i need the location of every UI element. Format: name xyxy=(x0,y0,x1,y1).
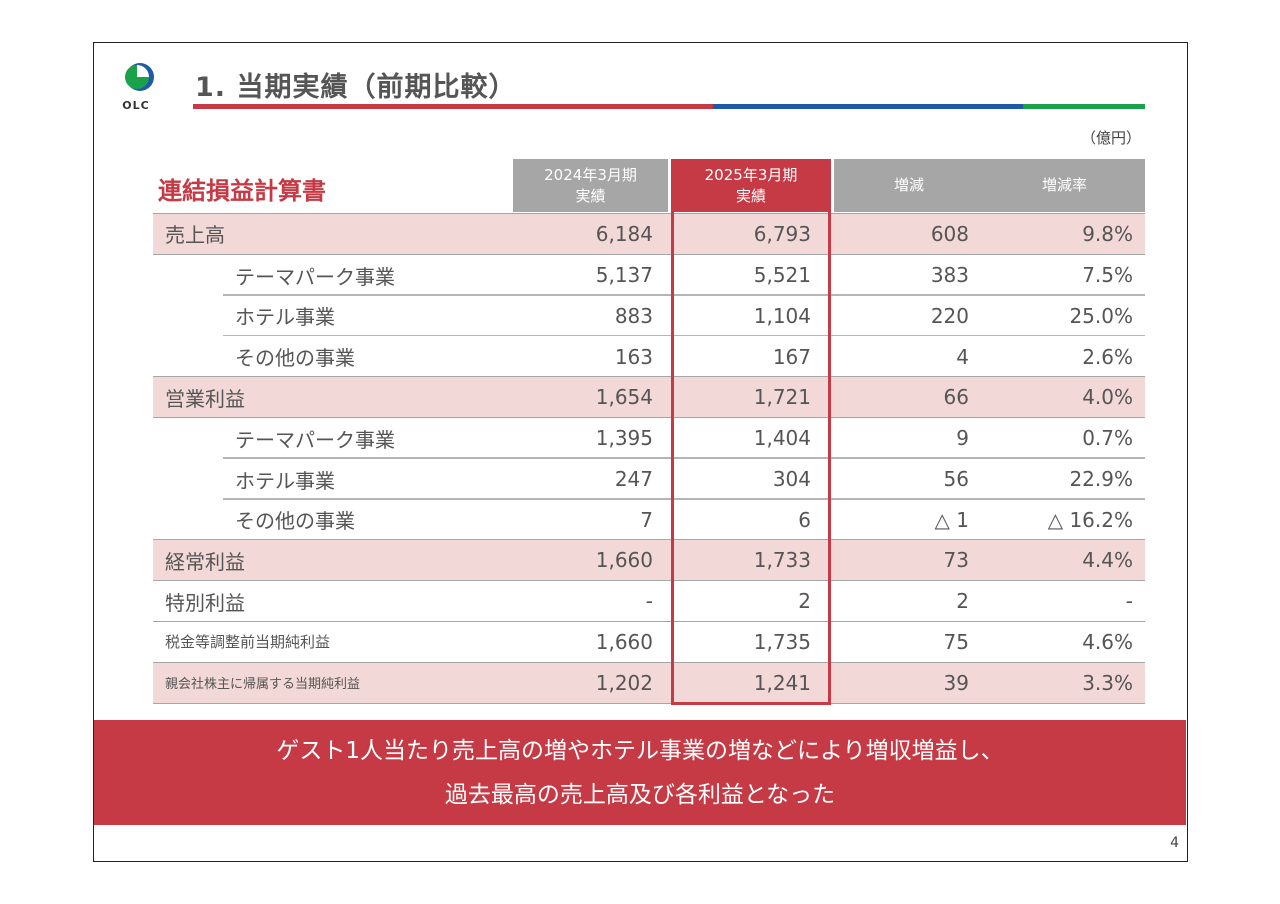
value-fy2024: 163 xyxy=(614,344,653,369)
table-row: テーマパーク事業 1,395 1,404 9 0.7% xyxy=(153,418,1145,459)
row-label: テーマパーク事業 xyxy=(235,427,395,452)
column-header-line1: 増減 xyxy=(893,176,924,194)
value-fy2025: 304 xyxy=(772,467,811,492)
row-label: ホテル事業 xyxy=(235,468,335,493)
table-row-operating-income: 営業利益 1,654 1,721 66 4.0% xyxy=(153,377,1145,418)
column-header-line1: 増減率 xyxy=(1041,176,1087,194)
table-row: ホテル事業 883 1,104 220 25.0% xyxy=(153,296,1145,337)
value-change: 2 xyxy=(956,589,969,614)
underline-green-segment xyxy=(1023,104,1145,109)
value-change: △ 1 xyxy=(934,507,969,532)
value-fy2024: 1,202 xyxy=(595,670,653,695)
row-label: その他の事業 xyxy=(235,346,355,371)
value-fy2025: 5,521 xyxy=(753,263,811,288)
value-change-rate: 2.6% xyxy=(1082,344,1133,369)
value-change: 383 xyxy=(930,263,969,288)
value-change: 4 xyxy=(956,344,969,369)
value-fy2025: 1,404 xyxy=(753,426,811,451)
value-fy2025: 1,721 xyxy=(753,385,811,410)
table-row: その他の事業 163 167 4 2.6% xyxy=(153,336,1145,377)
column-header-line2: 実績 xyxy=(735,186,766,205)
summary-line-2: 過去最高の売上高及び各利益となった xyxy=(444,782,836,808)
table-row-net-income-parent: 親会社株主に帰属する当期純利益 1,202 1,241 39 3.3% xyxy=(153,662,1145,704)
unit-label: （億円） xyxy=(1080,129,1141,147)
table-top-divider xyxy=(153,213,1145,215)
value-change-rate: △ 16.2% xyxy=(1047,507,1133,532)
value-fy2025: 1,733 xyxy=(753,548,811,573)
value-fy2025: 2 xyxy=(798,589,811,614)
column-header-line1: 2024年3月期 xyxy=(544,165,637,184)
value-fy2025: 1,104 xyxy=(753,303,811,328)
value-fy2025: 6,793 xyxy=(753,221,811,246)
table-row-pretax-income: 税金等調整前当期純利益 1,660 1,735 75 4.6% xyxy=(153,622,1145,663)
value-change: 56 xyxy=(943,467,969,492)
value-change-rate: 9.8% xyxy=(1082,221,1133,246)
value-change: 75 xyxy=(943,629,969,654)
value-fy2024: 1,395 xyxy=(595,426,653,451)
underline-blue-segment xyxy=(713,104,1023,109)
value-change-rate: 0.7% xyxy=(1082,426,1133,451)
value-fy2024: 6,184 xyxy=(595,221,653,246)
value-fy2025: 1,241 xyxy=(753,670,811,695)
olc-logo: OLC xyxy=(110,57,162,115)
table-row: テーマパーク事業 5,137 5,521 383 7.5% xyxy=(153,255,1145,296)
value-fy2024: - xyxy=(645,589,653,614)
value-fy2024: 5,137 xyxy=(595,263,653,288)
table-row: ホテル事業 247 304 56 22.9% xyxy=(153,459,1145,500)
row-label: 特別利益 xyxy=(165,590,245,615)
title-underline xyxy=(193,104,1145,109)
logo-text: OLC xyxy=(122,99,150,112)
value-fy2024: 7 xyxy=(640,507,653,532)
table-row: その他の事業 7 6 △ 1 △ 16.2% xyxy=(153,500,1145,541)
page-number: 4 xyxy=(1170,835,1179,851)
row-label: 親会社株主に帰属する当期純利益 xyxy=(165,677,361,693)
column-header-fy2025: 2025年3月期 実績 xyxy=(671,159,831,212)
column-header-fy2024: 2024年3月期 実績 xyxy=(513,159,668,212)
column-header-line2: 実績 xyxy=(575,186,606,205)
row-label: 税金等調整前当期純利益 xyxy=(165,633,331,652)
value-fy2024: 1,660 xyxy=(595,548,653,573)
column-header-change: 増減 xyxy=(834,159,984,212)
value-change-rate: 4.6% xyxy=(1082,629,1133,654)
value-change: 73 xyxy=(943,548,969,573)
income-statement-table: 売上高 6,184 6,793 608 9.8% テーマパーク事業 5,137 … xyxy=(153,214,1145,704)
column-header-line1: 2025年3月期 xyxy=(704,165,798,184)
value-fy2024: 1,660 xyxy=(595,629,653,654)
column-header-change-rate: 増減率 xyxy=(984,159,1145,212)
table-row-ordinary-income: 経常利益 1,660 1,733 73 4.4% xyxy=(153,540,1145,582)
value-change: 220 xyxy=(930,303,969,328)
summary-banner: ゲスト1人当たり売上高の増やホテル事業の増などにより増収増益し、 過去最高の売上… xyxy=(94,720,1186,825)
value-fy2024: 883 xyxy=(614,303,653,328)
table-row-extraordinary-income: 特別利益 - 2 2 - xyxy=(153,581,1145,622)
row-label: その他の事業 xyxy=(235,509,355,534)
slide: OLC 1. 当期実績（前期比較） （億円） 連結損益計算書 2024年3月期実… xyxy=(93,42,1188,862)
olc-logo-icon xyxy=(116,61,154,93)
row-label: 売上高 xyxy=(165,223,225,248)
value-change-rate: 4.0% xyxy=(1082,385,1133,410)
value-change-rate: 25.0% xyxy=(1069,303,1133,328)
value-fy2025: 1,735 xyxy=(753,629,811,654)
value-change-rate: 4.4% xyxy=(1082,548,1133,573)
table-row-net-sales: 売上高 6,184 6,793 608 9.8% xyxy=(153,214,1145,255)
page-title: 1. 当期実績（前期比較） xyxy=(195,72,517,103)
row-label: ホテル事業 xyxy=(235,305,335,330)
value-change-rate: 3.3% xyxy=(1082,670,1133,695)
row-label: テーマパーク事業 xyxy=(235,264,395,289)
row-label: 営業利益 xyxy=(165,386,245,411)
value-change-rate: 22.9% xyxy=(1069,467,1133,492)
value-change-rate: - xyxy=(1125,589,1133,614)
value-change: 9 xyxy=(956,426,969,451)
row-label: 経常利益 xyxy=(165,549,245,574)
value-fy2024: 247 xyxy=(614,467,653,492)
value-fy2025: 167 xyxy=(772,344,811,369)
underline-red-segment xyxy=(193,104,713,109)
summary-line-1: ゲスト1人当たり売上高の増やホテル事業の増などにより増収増益し、 xyxy=(276,738,1004,764)
value-change-rate: 7.5% xyxy=(1082,263,1133,288)
value-fy2024: 1,654 xyxy=(595,385,653,410)
section-title: 連結損益計算書 xyxy=(158,177,326,205)
value-fy2025: 6 xyxy=(798,507,811,532)
value-change: 66 xyxy=(943,385,969,410)
value-change: 608 xyxy=(930,221,969,246)
value-change: 39 xyxy=(943,670,969,695)
